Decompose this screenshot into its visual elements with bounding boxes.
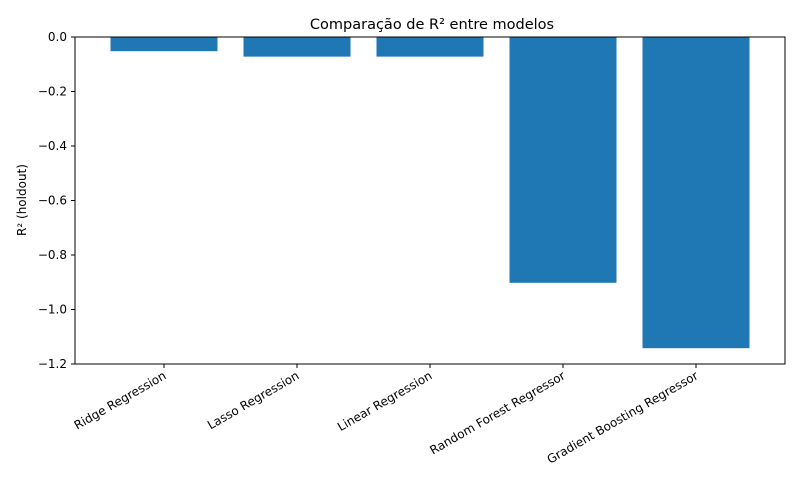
bar-4	[509, 37, 617, 283]
x-axis: Ridge Regression Lasso Regression Linear R…	[72, 364, 701, 467]
y-tick-label: −0.6	[38, 194, 67, 208]
bar-1	[110, 37, 218, 52]
y-tick-label: −0.8	[38, 248, 67, 262]
plot-frame	[74, 36, 786, 365]
y-tick-label: −0.2	[38, 85, 67, 99]
x-tick-label: Lasso Regression	[205, 368, 301, 432]
x-tick-label: Ridge Regression	[72, 368, 169, 432]
y-tick-label: −1.2	[38, 357, 67, 371]
x-tick-label: Linear Regression	[335, 368, 434, 433]
x-tick-label: Gradient Boosting Regressor	[545, 368, 701, 466]
bar-3	[376, 37, 484, 57]
y-axis-label: R² (holdout)	[15, 164, 29, 236]
y-tick-label: 0.0	[48, 30, 67, 44]
y-tick-label: −0.4	[38, 139, 67, 153]
bar-5	[642, 37, 750, 349]
x-tick-label: Random Forest Regressor	[427, 368, 567, 457]
bar-2	[243, 37, 351, 57]
y-tick-label: −1.0	[38, 303, 67, 317]
bars-group	[110, 37, 750, 349]
chart-title: Comparação de R² entre modelos	[310, 17, 554, 33]
y-axis: 0.0 −0.2 −0.4 −0.6 −0.8 −1.0 −1.2	[38, 30, 75, 371]
